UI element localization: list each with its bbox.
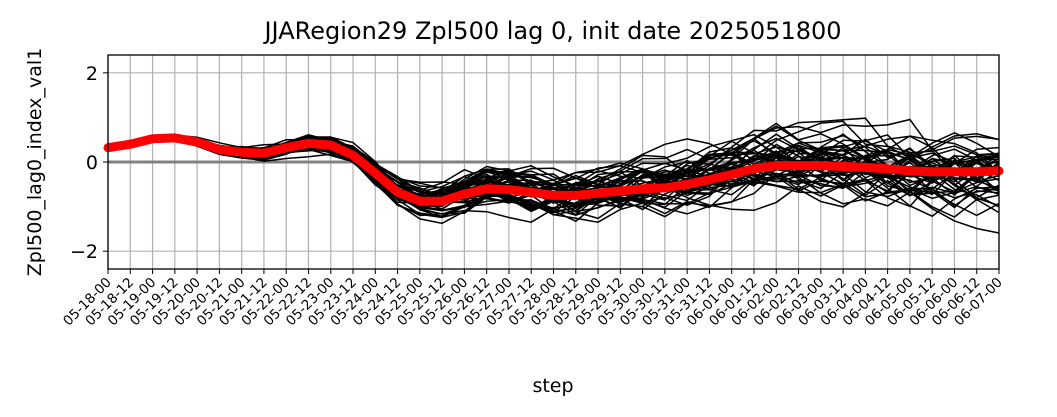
ensemble-mean-line [103,133,1004,206]
y-tick-label: 2 [86,63,98,85]
y-ticks: −2 0 2 [70,63,108,263]
y-axis-label: Zpl500_lag0_index_val1 [24,48,46,276]
x-axis-label: step [532,375,573,397]
y-tick-label: −2 [70,241,98,263]
y-tick-label: 0 [86,152,98,174]
ensemble-member-line [107,117,1000,223]
chart-title: JJARegion29 Zpl500 lag 0, init date 2025… [262,17,841,45]
x-ticks: 05-18-0005-18-1205-19-0005-19-1205-20-00… [60,269,1006,329]
ensemble-mean-layer [103,133,1004,206]
